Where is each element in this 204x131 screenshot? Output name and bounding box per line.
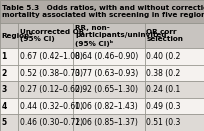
FancyBboxPatch shape	[0, 65, 18, 81]
FancyBboxPatch shape	[73, 23, 145, 48]
Text: 0.46 (0.30–0.72): 0.46 (0.30–0.72)	[20, 118, 83, 127]
Text: 0.49 (0.3: 0.49 (0.3	[146, 102, 181, 111]
FancyBboxPatch shape	[18, 65, 73, 81]
Text: 5: 5	[2, 118, 7, 127]
Text: Regionᵃ: Regionᵃ	[2, 33, 33, 39]
Text: 1.06 (0.82–1.43): 1.06 (0.82–1.43)	[75, 102, 138, 111]
FancyBboxPatch shape	[145, 65, 204, 81]
FancyBboxPatch shape	[145, 81, 204, 98]
FancyBboxPatch shape	[73, 114, 145, 131]
FancyBboxPatch shape	[18, 48, 73, 65]
FancyBboxPatch shape	[145, 98, 204, 114]
Text: 0.92 (0.65–1.30): 0.92 (0.65–1.30)	[75, 85, 138, 94]
Text: 0.64 (0.46–0.90): 0.64 (0.46–0.90)	[75, 52, 138, 61]
FancyBboxPatch shape	[73, 98, 145, 114]
Text: 0.67 (0.42–1.08): 0.67 (0.42–1.08)	[20, 52, 83, 61]
FancyBboxPatch shape	[18, 98, 73, 114]
FancyBboxPatch shape	[73, 48, 145, 65]
FancyBboxPatch shape	[145, 114, 204, 131]
FancyBboxPatch shape	[0, 23, 18, 48]
Text: 3: 3	[2, 85, 7, 94]
Text: 0.44 (0.32–0.60): 0.44 (0.32–0.60)	[20, 102, 83, 111]
Text: RR, non-
participants/uninvited
(95% CI)ᵇ: RR, non- participants/uninvited (95% CI)…	[75, 25, 167, 47]
Text: 2: 2	[2, 69, 7, 78]
FancyBboxPatch shape	[73, 65, 145, 81]
Text: Uncorrected OR
(95% CI): Uncorrected OR (95% CI)	[20, 29, 84, 42]
Text: 0.40 (0.2: 0.40 (0.2	[146, 52, 181, 61]
FancyBboxPatch shape	[0, 48, 18, 65]
FancyBboxPatch shape	[18, 81, 73, 98]
FancyBboxPatch shape	[0, 98, 18, 114]
FancyBboxPatch shape	[145, 48, 204, 65]
FancyBboxPatch shape	[18, 23, 73, 48]
Text: 0.77 (0.63–0.93): 0.77 (0.63–0.93)	[75, 69, 138, 78]
Text: 0.27 (0.12–0.62): 0.27 (0.12–0.62)	[20, 85, 83, 94]
FancyBboxPatch shape	[18, 114, 73, 131]
FancyBboxPatch shape	[0, 114, 18, 131]
Text: 1: 1	[2, 52, 7, 61]
Text: 0.24 (0.1: 0.24 (0.1	[146, 85, 181, 94]
Text: Table 5.3   Odds ratios, with and without correction for self-
mortality associa: Table 5.3 Odds ratios, with and without …	[2, 5, 204, 18]
Text: 1.06 (0.85–1.37): 1.06 (0.85–1.37)	[75, 118, 138, 127]
FancyBboxPatch shape	[0, 0, 204, 23]
FancyBboxPatch shape	[0, 81, 18, 98]
FancyBboxPatch shape	[145, 23, 204, 48]
Text: 0.51 (0.3: 0.51 (0.3	[146, 118, 181, 127]
Text: OR corr
selection: OR corr selection	[146, 29, 183, 42]
Text: 0.52 (0.38–0.73): 0.52 (0.38–0.73)	[20, 69, 83, 78]
FancyBboxPatch shape	[73, 81, 145, 98]
Text: 0.38 (0.2: 0.38 (0.2	[146, 69, 181, 78]
Text: 4: 4	[2, 102, 7, 111]
